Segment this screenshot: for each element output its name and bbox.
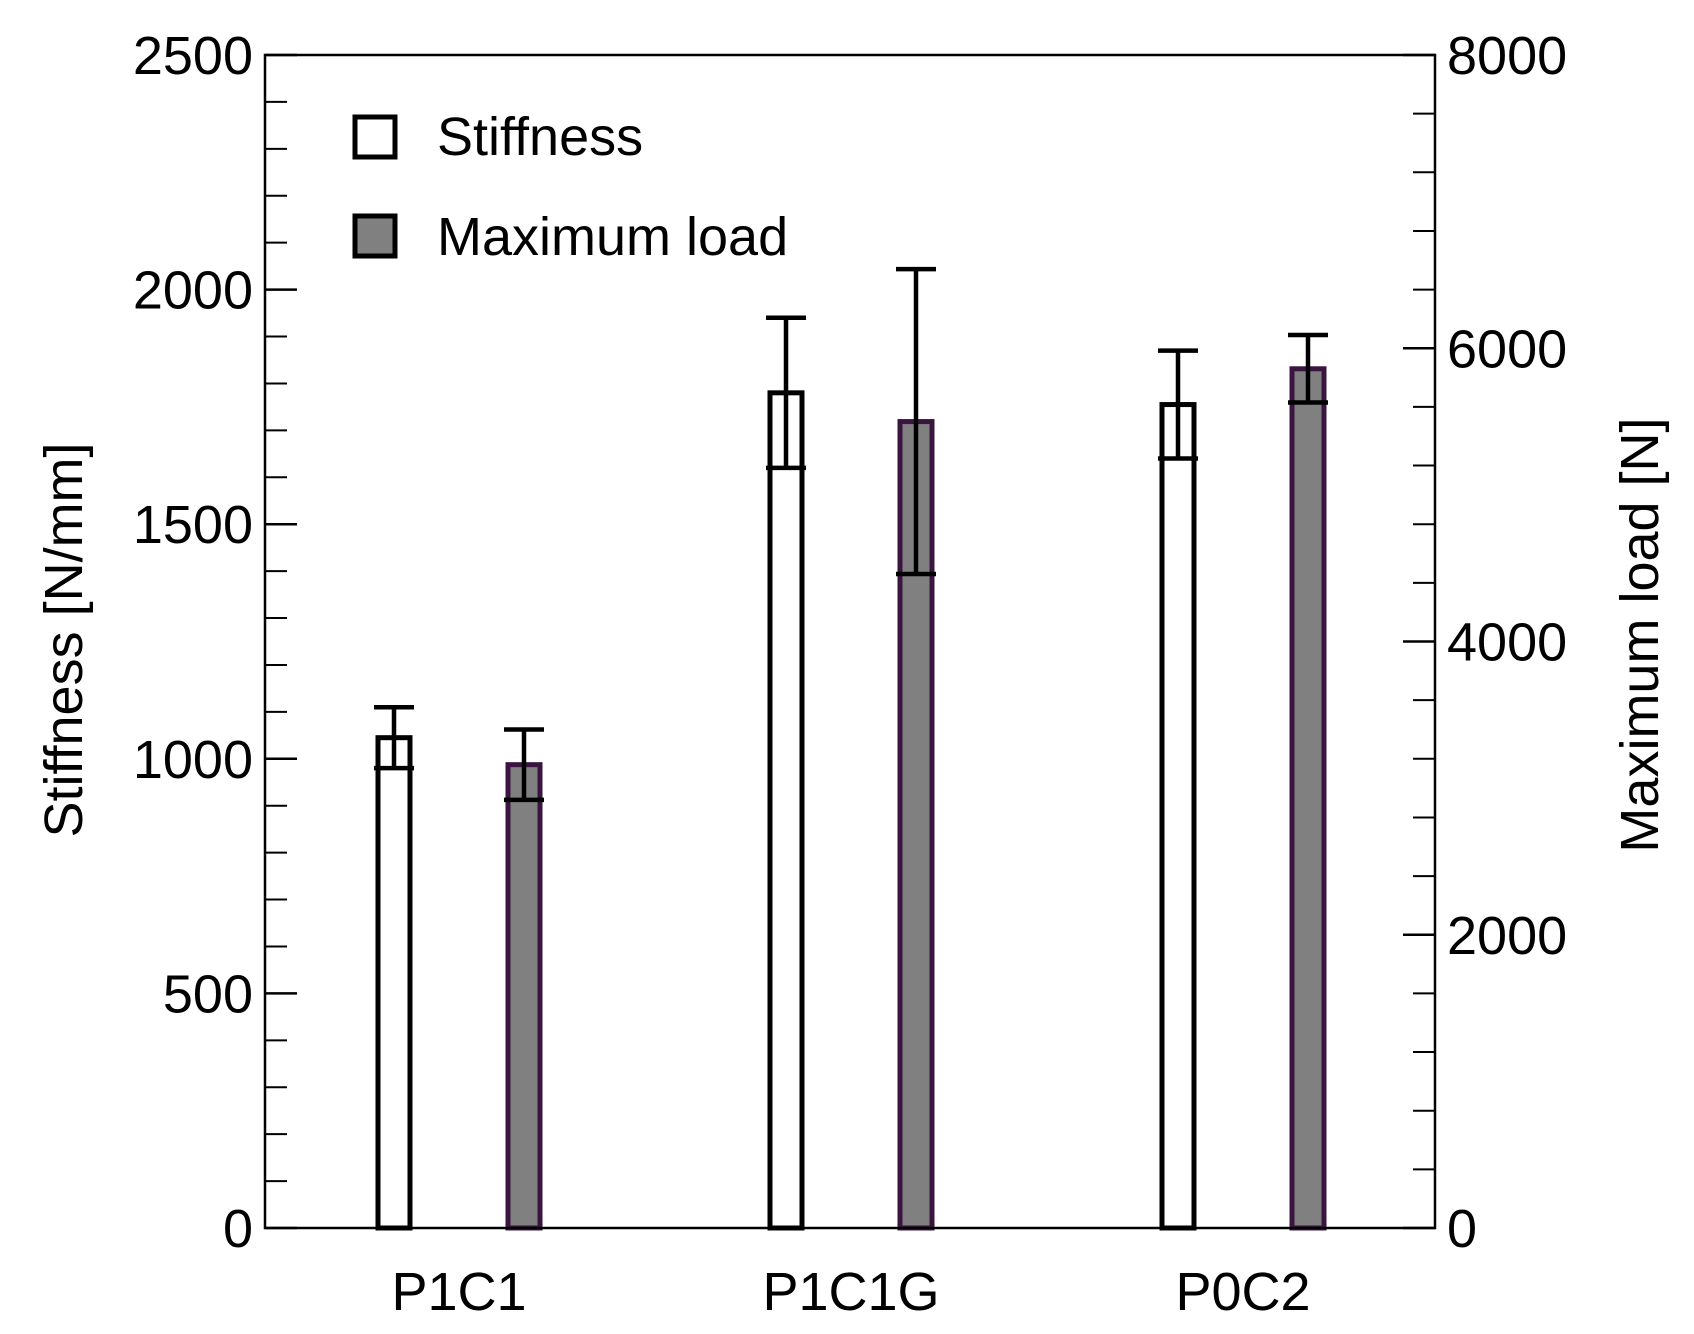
error-bar-stiffness-p1c1: [374, 704, 414, 771]
right-axis-ticks: 0 2000 4000 6000 8000: [1403, 26, 1567, 1259]
bar-maximum-load-p1c1g: [897, 419, 935, 1231]
error-bar-stiffness-p1c1g: [766, 315, 806, 471]
left-tick-label: 0: [223, 1199, 253, 1259]
category-label-p0c2: P0C2: [1175, 1262, 1310, 1322]
left-tick-label: 1500: [133, 495, 253, 555]
left-tick-label: 500: [163, 964, 253, 1024]
bars: [375, 366, 1327, 1231]
category-label-p1c1g: P1C1G: [762, 1262, 939, 1322]
error-bar-maximum-load-p1c1: [504, 727, 544, 803]
error-bar-maximum-load-p0c2: [1288, 332, 1328, 405]
left-tick-label: 2000: [133, 261, 253, 321]
legend-label-maximum-load: Maximum load: [437, 207, 788, 267]
bar-maximum-load-p0c2: [1289, 366, 1327, 1231]
right-tick-label: 4000: [1447, 613, 1567, 673]
legend-swatch-stiffness: [352, 114, 398, 160]
category-label-p1c1: P1C1: [391, 1262, 526, 1322]
bar-stiffness-p1c1g: [767, 390, 805, 1231]
bar-stiffness-p0c2: [1159, 402, 1197, 1231]
left-axis-title: Stiffness [N/mm]: [34, 442, 94, 837]
right-tick-label: 2000: [1447, 906, 1567, 966]
legend-label-stiffness: Stiffness: [437, 107, 643, 167]
right-axis-title: Maximum load [N]: [1610, 417, 1670, 852]
error-bar-maximum-load-p1c1g: [896, 266, 936, 577]
error-bar-stiffness-p0c2: [1158, 348, 1198, 461]
bar-maximum-load-p1c1: [505, 762, 543, 1231]
right-tick-label: 6000: [1447, 319, 1567, 379]
minor-ticks: [265, 100, 1435, 1183]
left-axis-ticks: 0 500 1000 1500 2000 2500: [133, 26, 297, 1259]
legend: Stiffness Maximum load: [352, 107, 788, 267]
left-tick-label: 2500: [133, 26, 253, 86]
bar-stiffness-p1c1: [375, 735, 413, 1231]
error-bars: [374, 266, 1328, 803]
category-labels: P1C1 P1C1G P0C2: [391, 1262, 1310, 1322]
legend-swatch-maximum-load: [352, 213, 398, 259]
right-tick-label: 0: [1447, 1199, 1477, 1259]
right-tick-label: 8000: [1447, 26, 1567, 86]
left-tick-label: 1000: [133, 730, 253, 790]
